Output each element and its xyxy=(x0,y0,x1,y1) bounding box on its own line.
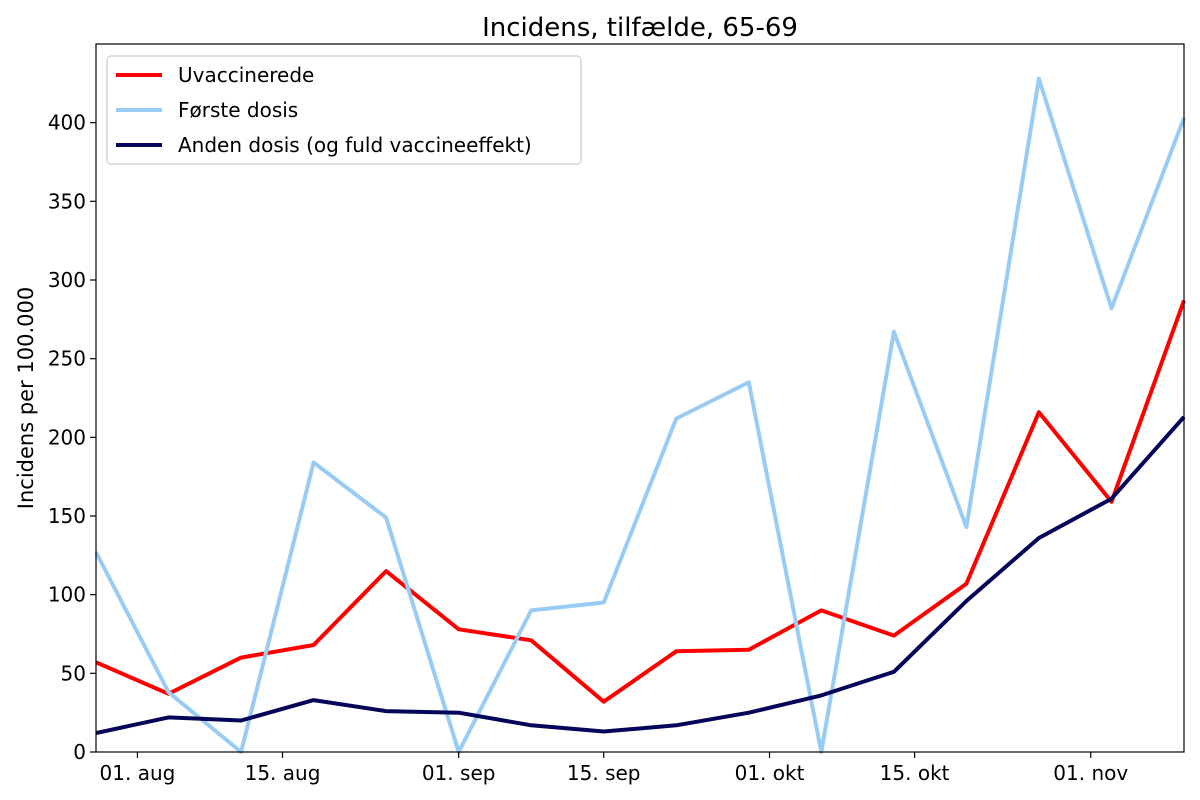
y-axis-ticks: 0 50 100 150 200 250 300 350 400 xyxy=(48,111,96,764)
series-lines xyxy=(94,76,1186,754)
y-tick-label: 200 xyxy=(48,425,86,449)
y-tick-label: 50 xyxy=(61,661,86,685)
legend-label: Anden dosis (og fuld vaccineeffekt) xyxy=(178,133,532,157)
y-tick-label: 0 xyxy=(73,740,86,764)
plot-frame xyxy=(95,43,1185,753)
legend-label: Første dosis xyxy=(178,98,298,122)
y-axis-label: Incidens per 100.000 xyxy=(14,287,38,509)
x-tick-label: 15. sep xyxy=(567,761,641,785)
legend-box xyxy=(106,55,582,165)
y-tick-label: 100 xyxy=(48,583,86,607)
y-tick-label: 250 xyxy=(48,347,86,371)
series-line-0 xyxy=(95,299,1186,704)
x-tick-label: 01. nov xyxy=(1053,761,1128,785)
y-tick-label: 150 xyxy=(48,504,86,528)
x-tick-label: 01. okt xyxy=(735,761,805,785)
legend: Uvaccinerede Første dosis Anden dosis (og … xyxy=(106,55,582,165)
x-tick-label: 01. aug xyxy=(100,761,176,785)
y-tick-label: 350 xyxy=(48,189,86,213)
legend-label: Uvaccinerede xyxy=(178,63,314,87)
series-line-1 xyxy=(94,76,1186,754)
series-line-2 xyxy=(95,415,1186,736)
x-tick-label: 01. sep xyxy=(422,761,496,785)
x-tick-label: 15. aug xyxy=(245,761,321,785)
y-tick-label: 300 xyxy=(48,268,86,292)
y-tick-label: 400 xyxy=(48,111,86,135)
x-tick-label: 15. okt xyxy=(880,761,950,785)
x-axis-ticks: 01. aug 15. aug 01. sep 15. sep 01. okt 15. o… xyxy=(100,752,1128,785)
chart-title: Incidens, tilfælde, 65-69 xyxy=(482,13,798,43)
